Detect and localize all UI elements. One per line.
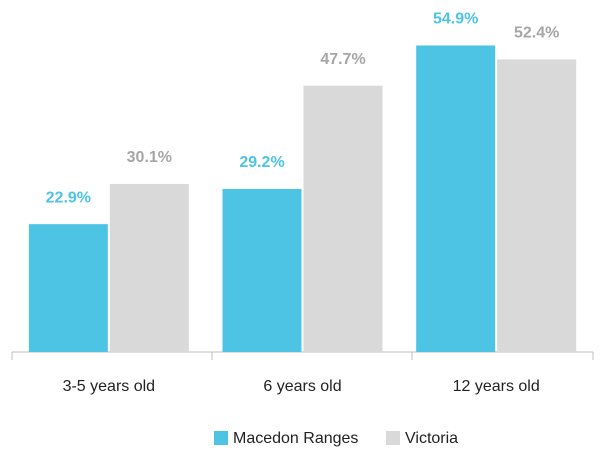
- bar: [222, 188, 302, 352]
- x-tick-label: 12 years old: [453, 378, 540, 395]
- bar: [416, 45, 496, 352]
- legend-label: Victoria: [405, 430, 458, 447]
- value-label: 30.1%: [127, 149, 172, 166]
- bar: [303, 85, 383, 353]
- bar: [28, 224, 108, 352]
- legend-swatch: [214, 431, 228, 445]
- x-tick-label: 3-5 years old: [63, 378, 156, 395]
- legend-swatch: [386, 431, 400, 445]
- bar: [497, 59, 577, 352]
- legend-label: Macedon Ranges: [233, 430, 358, 447]
- value-label: 22.9%: [46, 189, 91, 206]
- x-tick-label: 6 years old: [263, 378, 341, 395]
- value-label: 47.7%: [320, 51, 365, 68]
- value-label: 54.9%: [433, 11, 478, 28]
- value-label: 29.2%: [239, 154, 284, 171]
- bar: [109, 183, 189, 352]
- value-label: 52.4%: [514, 25, 559, 42]
